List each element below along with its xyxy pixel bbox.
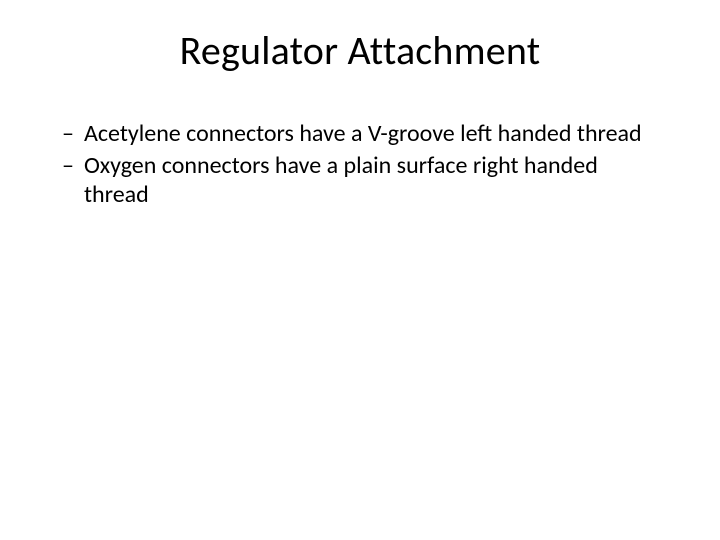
slide-title: Regulator Attachment [0,26,720,75]
bullet-marker: – [62,152,84,180]
list-item: – Acetylene connectors have a V-groove l… [62,120,658,148]
slide: Regulator Attachment – Acetylene connect… [0,0,720,540]
slide-body: – Acetylene connectors have a V-groove l… [62,120,658,213]
bullet-marker: – [62,120,84,148]
bullet-text: Oxygen connectors have a plain surface r… [84,152,658,209]
list-item: – Oxygen connectors have a plain surface… [62,152,658,209]
bullet-text: Acetylene connectors have a V-groove lef… [84,120,658,148]
